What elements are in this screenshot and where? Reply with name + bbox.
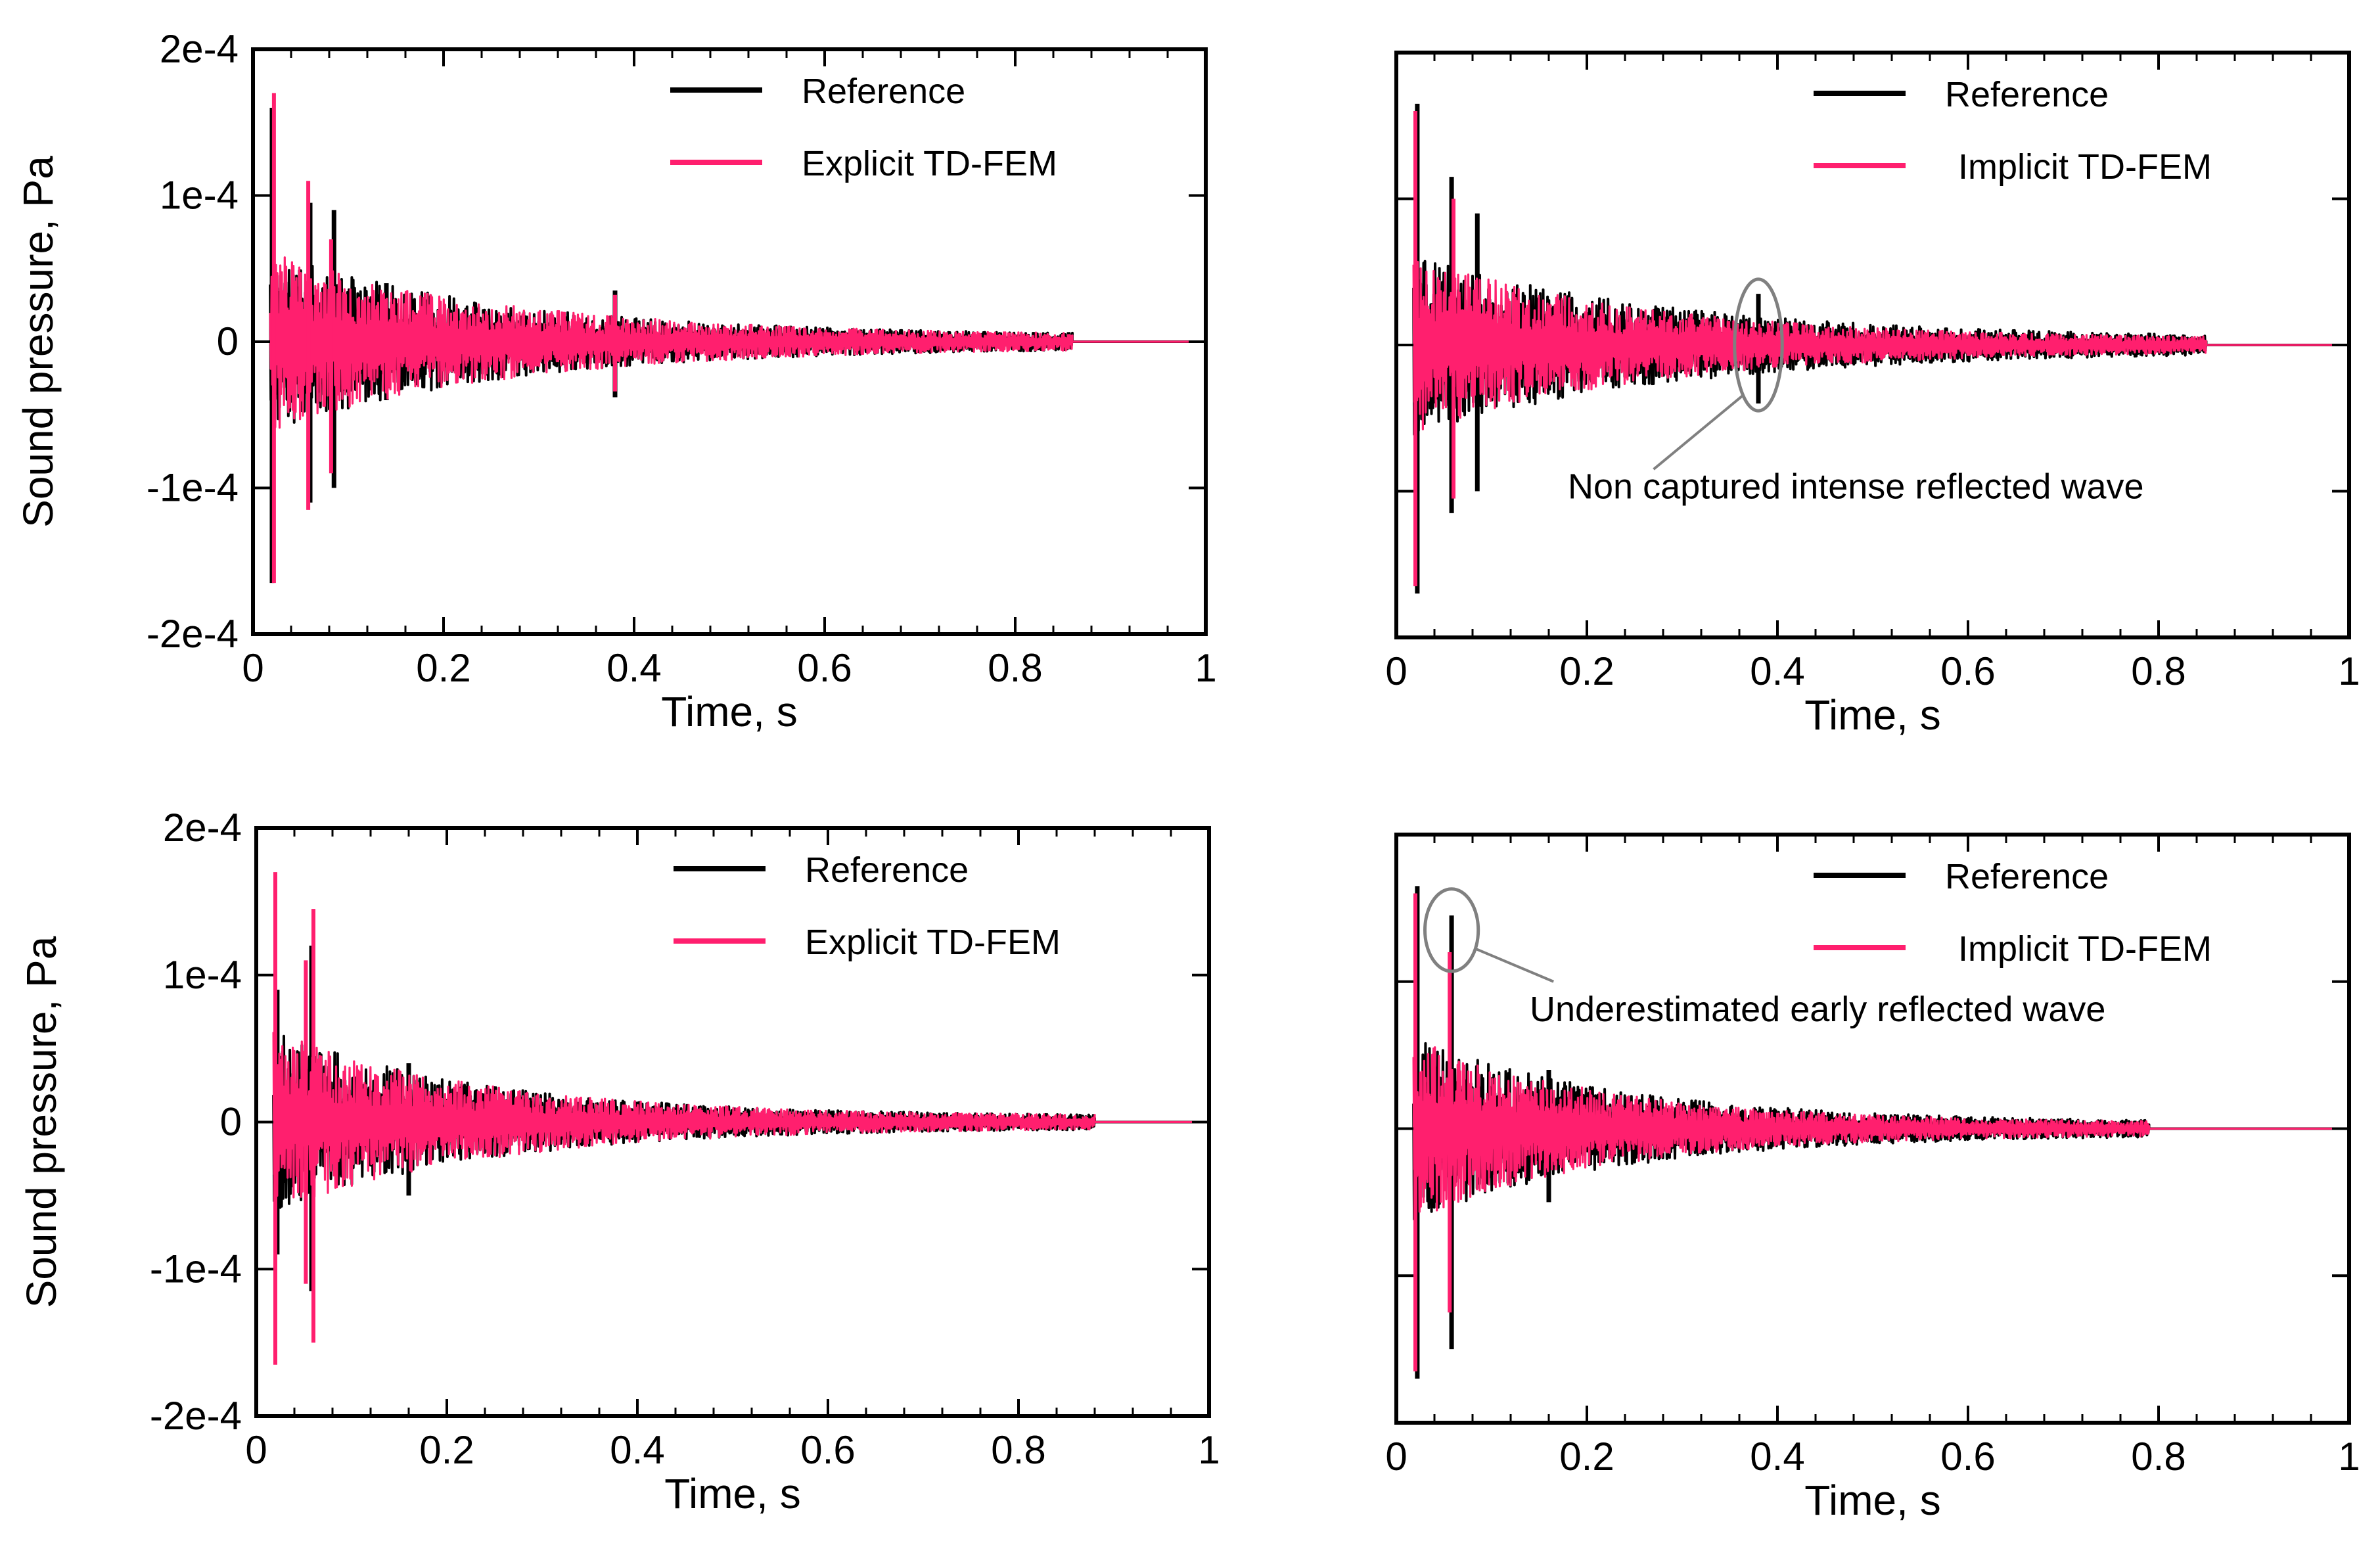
x-tick-label: 0.2: [419, 1428, 474, 1472]
annotation-leader: [1653, 394, 1744, 471]
legend-label: Implicit TD-FEM: [1958, 929, 2212, 969]
annotation-text: Underestimated early reflected wave: [1530, 990, 2105, 1029]
x-tick-label: 1: [2338, 649, 2360, 693]
plot-area: [1412, 886, 2349, 1379]
x-tick-label: 1: [1198, 1428, 1220, 1472]
x-tick-label: 0.6: [1940, 1435, 1995, 1479]
legend-label: Implicit TD-FEM: [1958, 147, 2212, 187]
x-tick-label: 1: [2338, 1435, 2360, 1479]
x-axis-title: Time, s: [661, 688, 797, 735]
annotation: Underestimated early reflected wave: [1423, 887, 2105, 1029]
y-tick-label: 0: [217, 319, 239, 363]
annotation: Non captured intense reflected wave: [1568, 277, 2144, 507]
x-axis-title: Time, s: [1804, 691, 1940, 739]
legend: Reference Explicit TD-FEM: [674, 850, 1061, 962]
x-tick-label: 0.2: [1559, 1435, 1614, 1479]
x-tick-label: 0: [245, 1428, 267, 1472]
x-axis-title: Time, s: [1804, 1477, 1940, 1524]
y-tick-label: -2e-4: [147, 612, 239, 656]
annotation-text: Non captured intense reflected wave: [1568, 467, 2144, 507]
x-tick-label: 0.6: [1940, 649, 1995, 693]
y-tick-label: 1e-4: [160, 173, 239, 218]
y-tick-label: -2e-4: [150, 1394, 242, 1438]
legend-label: Reference: [1945, 857, 2109, 896]
series-line-implicit-td-fem: [1412, 261, 2349, 430]
x-tick-label: 0.8: [2131, 1435, 2185, 1479]
x-tick-label: 0: [1385, 649, 1407, 693]
chart-panel-top-right: 0 0.2 0.4 0.6 0.8 1 Time, s Reference Implicit T…: [1385, 51, 2360, 739]
chart-panel-bottom-right: 0 0.2 0.4 0.6 0.8 1 Time, s Reference Implicit T…: [1385, 833, 2360, 1524]
series-line-implicit-td-fem: [1412, 1046, 2349, 1213]
legend-label: Reference: [1945, 75, 2109, 114]
y-tick-label: 2e-4: [160, 27, 239, 71]
legend-label: Explicit TD-FEM: [805, 923, 1061, 962]
x-tick-label: 0.6: [797, 646, 852, 690]
x-tick-label: 0.2: [1559, 649, 1614, 693]
x-tick-label: 0.8: [991, 1428, 1045, 1472]
plot-area: [272, 872, 1209, 1365]
legend: Reference Implicit TD-FEM: [1814, 75, 2212, 187]
x-tick-label: 1: [1195, 646, 1216, 690]
legend: Reference Implicit TD-FEM: [1814, 857, 2212, 969]
annotation-leader: [1475, 947, 1555, 983]
x-tick-label: 0.4: [1750, 1435, 1804, 1479]
y-tick-label: -1e-4: [150, 1247, 242, 1291]
x-tick-label: 0.6: [800, 1428, 855, 1472]
legend-label: Reference: [802, 72, 965, 111]
x-tick-label: 0: [242, 646, 263, 690]
series-line-explicit-td-fem: [272, 1032, 1209, 1199]
series-line-explicit-td-fem: [269, 256, 1206, 429]
x-tick-label: 0: [1385, 1435, 1407, 1479]
chart-panel-top-left: 0 0.2 0.4 0.6 0.8 1 -2e-4 -1e-4 0 1e-4 2e-4 Time, s…: [14, 27, 1217, 735]
y-tick-label: 1e-4: [163, 953, 242, 997]
plot-area: [269, 93, 1206, 584]
x-axis-title: Time, s: [664, 1470, 800, 1517]
legend-label: Explicit TD-FEM: [802, 144, 1057, 183]
x-tick-label: 0.8: [988, 646, 1042, 690]
x-tick-label: 0.8: [2131, 649, 2185, 693]
y-tick-label: -1e-4: [147, 466, 239, 510]
legend: Reference Explicit TD-FEM: [670, 72, 1057, 183]
x-tick-label: 0.4: [606, 646, 661, 690]
x-tick-label: 0.4: [1750, 649, 1804, 693]
y-tick-label: 0: [220, 1100, 242, 1144]
y-axis-title: Sound pressure, Pa: [18, 936, 65, 1308]
x-tick-label: 0.4: [610, 1428, 664, 1472]
legend-label: Reference: [805, 850, 969, 890]
annotation-circle: [1423, 887, 1480, 973]
annotation-circle: [1733, 277, 1784, 413]
x-tick-label: 0.2: [416, 646, 470, 690]
plot-area: [1412, 103, 2349, 594]
chart-panel-bottom-left: 0 0.2 0.4 0.6 0.8 1 -2e-4 -1e-4 0 1e-4 2e-4 Time, s…: [18, 806, 1220, 1517]
y-tick-label: 2e-4: [163, 806, 242, 850]
y-axis-title: Sound pressure, Pa: [14, 156, 62, 528]
